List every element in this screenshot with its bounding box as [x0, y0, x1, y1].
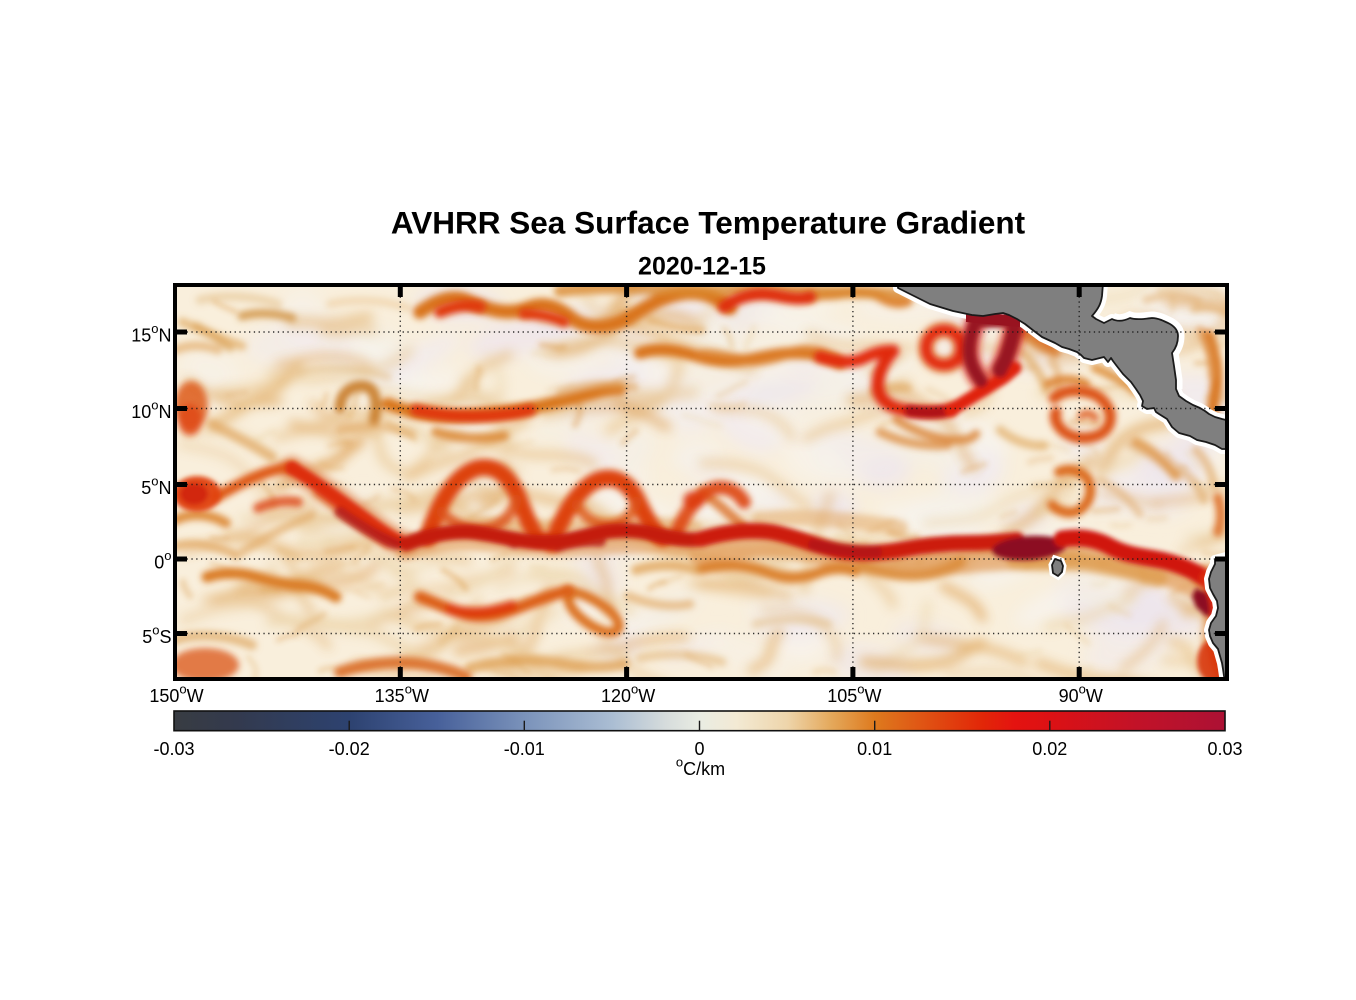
- svg-text:90oW: 90oW: [1059, 682, 1103, 707]
- svg-text:AVHRR Sea Surface Temperature: AVHRR Sea Surface Temperature Gradient: [391, 205, 1026, 241]
- svg-text:15oN: 15oN: [131, 321, 171, 346]
- svg-text:0.01: 0.01: [857, 739, 892, 759]
- svg-text:120oW: 120oW: [601, 682, 655, 707]
- svg-text:0o: 0o: [154, 548, 171, 573]
- svg-text:105oW: 105oW: [827, 682, 881, 707]
- svg-text:-0.01: -0.01: [504, 739, 545, 759]
- svg-text:-0.03: -0.03: [153, 739, 194, 759]
- svg-text:-0.02: -0.02: [329, 739, 370, 759]
- svg-text:135oW: 135oW: [375, 682, 429, 707]
- svg-text:2020-12-15: 2020-12-15: [638, 253, 766, 281]
- svg-text:5oS: 5oS: [142, 623, 171, 648]
- svg-text:150oW: 150oW: [149, 682, 203, 707]
- svg-text:oC/km: oC/km: [676, 755, 725, 780]
- svg-text:0.02: 0.02: [1032, 739, 1067, 759]
- svg-text:5oN: 5oN: [141, 474, 171, 499]
- svg-text:0.03: 0.03: [1207, 739, 1242, 759]
- svg-text:10oN: 10oN: [131, 398, 171, 423]
- svg-text:0: 0: [694, 739, 704, 759]
